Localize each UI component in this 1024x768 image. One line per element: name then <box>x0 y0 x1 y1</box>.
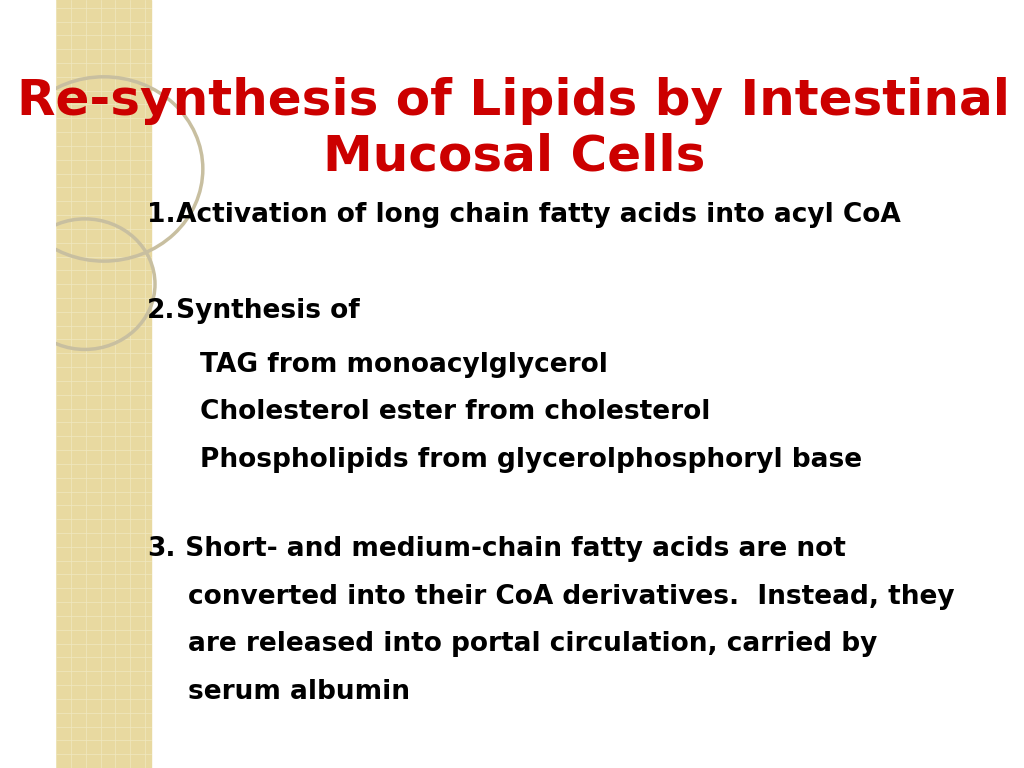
Text: Phospholipids from glycerolphosphoryl base: Phospholipids from glycerolphosphoryl ba… <box>201 447 862 473</box>
Text: Activation of long chain fatty acids into acyl CoA: Activation of long chain fatty acids int… <box>167 202 901 228</box>
Text: are released into portal circulation, carried by: are released into portal circulation, ca… <box>188 631 878 657</box>
Text: Short- and medium-chain fatty acids are not: Short- and medium-chain fatty acids are … <box>167 536 846 562</box>
Text: serum albumin: serum albumin <box>188 679 410 705</box>
Text: Re-synthesis of Lipids by Intestinal
Mucosal Cells: Re-synthesis of Lipids by Intestinal Muc… <box>17 77 1011 180</box>
Text: Cholesterol ester from cholesterol: Cholesterol ester from cholesterol <box>201 399 711 425</box>
Text: 3.: 3. <box>146 536 175 562</box>
Text: converted into their CoA derivatives.  Instead, they: converted into their CoA derivatives. In… <box>188 584 954 610</box>
Text: Synthesis of: Synthesis of <box>167 298 360 324</box>
Bar <box>56 0 151 768</box>
Text: 1.: 1. <box>146 202 175 228</box>
Text: TAG from monoacylglycerol: TAG from monoacylglycerol <box>201 352 608 378</box>
Text: 2.: 2. <box>146 298 175 324</box>
